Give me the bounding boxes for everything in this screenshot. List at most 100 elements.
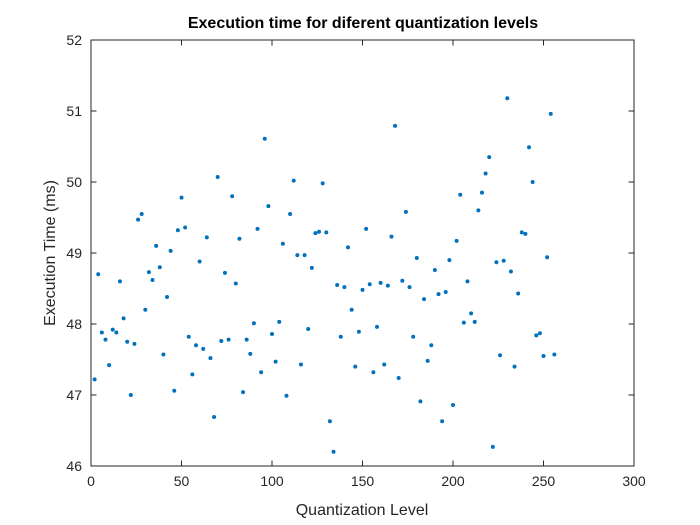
y-tick-label: 51 [66,103,82,119]
data-point [418,399,423,404]
data-point [136,217,141,222]
data-point [248,351,253,356]
data-point [487,155,492,160]
data-point [288,211,293,216]
data-point [215,175,220,180]
y-tick-label: 47 [66,387,82,403]
data-point [483,171,488,176]
data-point [255,226,260,231]
data-point [403,209,408,214]
data-point [193,343,198,348]
data-point [298,362,303,367]
y-tick-label: 49 [66,245,82,261]
data-point [447,258,452,263]
data-point [541,353,546,358]
data-point [519,230,524,235]
x-tick-label: 0 [87,473,95,489]
data-point [534,333,539,338]
data-point [425,358,430,363]
data-point [335,282,340,287]
data-point [327,419,332,424]
data-point [498,353,503,358]
data-point [309,265,314,270]
data-point [338,334,343,339]
data-point [548,111,553,116]
data-point [212,415,217,420]
data-point [208,356,213,361]
data-point [552,352,557,357]
data-point [204,235,209,240]
data-point [429,343,434,348]
x-tick-label: 150 [351,473,375,489]
data-point [342,285,347,290]
data-point [364,226,369,231]
data-point [222,270,227,275]
data-point [393,123,398,128]
y-axis-title: Execution Time (ms) [42,180,59,326]
data-point [490,444,495,449]
data-point [154,243,159,248]
data-point [476,208,481,213]
data-point [465,279,470,284]
data-point [382,362,387,367]
data-point [508,269,513,274]
data-point [479,190,484,195]
data-point [295,253,300,258]
data-point [400,278,405,283]
data-point [440,419,445,424]
data-point [360,287,365,292]
data-point [150,277,155,282]
data-point [501,258,506,263]
data-point [527,145,532,150]
data-point [103,337,108,342]
y-tick-label: 48 [66,316,82,332]
data-point [324,230,329,235]
data-point [175,228,180,233]
data-point [183,225,188,230]
data-point [132,341,137,346]
data-point [317,229,322,234]
data-point [270,331,274,336]
data-point [407,285,412,290]
data-point [110,327,115,332]
data-point [396,375,401,380]
data-point [458,192,463,197]
data-point [367,282,372,287]
data-point [230,194,235,199]
data-point [505,96,510,101]
data-point [143,307,148,312]
data-point [117,279,122,284]
points-layer [92,96,557,454]
y-tick-label: 52 [66,32,82,48]
data-point [259,370,264,375]
data-point [371,370,376,375]
data-point [157,265,162,270]
data-point [436,292,441,297]
data-point [374,324,379,329]
data-point [414,255,419,260]
data-point [190,372,195,377]
data-point [411,334,416,339]
data-point [96,272,101,277]
data-point [378,280,383,285]
data-point [469,311,474,316]
x-tick-label: 100 [260,473,284,489]
data-point [219,339,224,344]
data-point [389,234,394,239]
chart-title: Execution time for diferent quantization… [188,15,538,32]
data-point [284,393,289,398]
data-point [313,231,318,236]
data-point [451,402,455,407]
ticks-layer: 0 50 100 150 200 250 300 46 47 48 49 50 51 52 [66,32,645,489]
data-point [226,337,231,342]
data-point [537,331,542,336]
data-point [385,283,390,288]
data-point [262,136,267,141]
data-point [128,393,133,397]
data-point [125,339,130,344]
data-point [233,281,238,286]
data-point [454,238,459,243]
data-point [461,320,466,325]
